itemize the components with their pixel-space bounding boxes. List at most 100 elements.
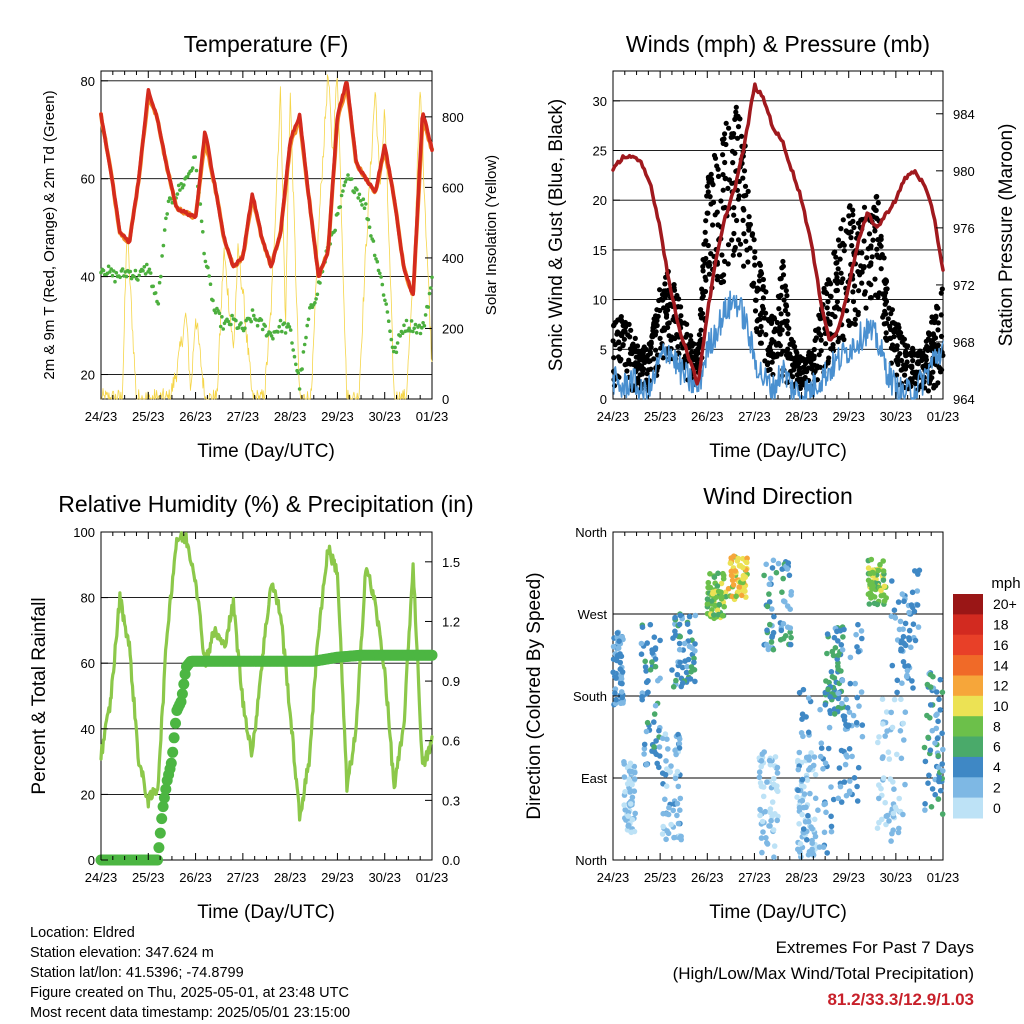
gust-point	[636, 378, 642, 384]
direction-point	[638, 651, 645, 657]
direction-point	[927, 715, 933, 721]
direction-point	[713, 594, 720, 600]
gust-point	[903, 349, 909, 355]
direction-point	[674, 671, 681, 678]
gust-point	[818, 337, 824, 343]
gust-point	[846, 322, 852, 328]
gust-point	[794, 372, 800, 378]
gust-point	[851, 224, 857, 231]
x-tick-label: 27/23	[227, 870, 260, 885]
temp-2m-line	[99, 81, 434, 297]
gust-point	[731, 247, 737, 253]
direction-point	[674, 812, 680, 819]
direction-point	[705, 584, 711, 591]
direction-point	[902, 620, 909, 627]
direction-point	[835, 690, 841, 697]
direction-point	[670, 684, 677, 690]
gust-point	[740, 217, 746, 223]
direction-point	[804, 837, 810, 843]
direction-point	[906, 609, 912, 616]
direction-point	[759, 751, 766, 757]
dewpoint-point	[352, 190, 357, 195]
direction-point	[937, 707, 944, 713]
direction-point	[684, 621, 691, 627]
temperature-xlabel: Time (Day/UTC)	[197, 441, 335, 462]
dewpoint-point	[367, 225, 372, 229]
gust-point	[935, 327, 941, 333]
direction-point	[934, 711, 940, 717]
direction-point	[686, 613, 693, 620]
direction-point	[740, 555, 746, 562]
y-tick-label: 10	[593, 293, 607, 308]
direction-point	[786, 572, 793, 579]
gust-point	[910, 358, 916, 364]
winds-xlabel: Time (Day/UTC)	[709, 441, 847, 462]
direction-point	[662, 731, 669, 737]
gust-point	[883, 311, 889, 317]
direction-point	[627, 760, 634, 767]
gust-point	[785, 331, 791, 337]
gust-point	[845, 318, 852, 324]
gust-point	[877, 241, 883, 247]
direction-point	[679, 680, 686, 686]
x-tick-label: 24/23	[85, 409, 118, 424]
gust-point	[759, 303, 766, 309]
direction-point	[733, 593, 739, 600]
direction-point	[672, 614, 678, 621]
direction-point	[759, 849, 765, 856]
y2-tick-label: 1.5	[442, 555, 460, 570]
direction-point	[737, 562, 744, 569]
direction-point	[665, 811, 672, 818]
direction-point	[835, 795, 842, 802]
direction-point	[656, 764, 662, 771]
gust-point	[897, 335, 903, 341]
y2-tick-label: 0.9	[442, 674, 460, 689]
gust-point	[866, 231, 873, 237]
gust-point	[665, 307, 671, 313]
direction-point	[827, 710, 834, 717]
temperature-ylabel: 2m & 9m T (Red, Orange) & 2m Td (Green)	[41, 90, 58, 379]
dewpoint-point	[260, 327, 265, 332]
gust-point	[618, 332, 624, 338]
gust-point	[648, 341, 654, 347]
direction-point	[820, 844, 827, 850]
gust-point	[741, 207, 747, 213]
gust-point	[848, 235, 854, 241]
speed-legend-swatch	[953, 736, 983, 758]
direction-point	[679, 664, 686, 671]
gust-point	[834, 280, 840, 286]
gust-point	[741, 231, 747, 237]
dewpoint-point	[175, 192, 180, 196]
gust-point	[837, 243, 843, 249]
direction-point	[618, 675, 625, 682]
direction-point	[854, 798, 861, 804]
gust-point	[658, 296, 664, 302]
gust-point	[651, 356, 657, 362]
direction-point	[677, 807, 683, 813]
gust-point	[712, 212, 718, 218]
direction-point	[866, 601, 873, 607]
dewpoint-point	[157, 280, 162, 285]
direction-point	[829, 648, 836, 655]
direction-point	[692, 678, 698, 685]
direction-ylabel: Direction (Colored By Speed)	[524, 572, 545, 819]
gust-point	[742, 183, 749, 189]
direction-point	[932, 740, 938, 746]
direction-point	[686, 643, 693, 650]
direction-point	[906, 637, 913, 643]
gust-point	[769, 359, 775, 365]
dewpoint-point	[339, 193, 344, 198]
dewpoint-point	[198, 202, 203, 206]
gust-point	[872, 228, 878, 234]
direction-point	[771, 843, 778, 849]
direction-point	[821, 829, 828, 836]
dewpoint-point	[375, 259, 380, 264]
gust-point	[684, 321, 690, 327]
direction-point	[675, 731, 681, 738]
gust-point	[671, 285, 677, 291]
gust-point	[871, 204, 877, 210]
direction-point	[838, 747, 845, 754]
gust-point	[875, 200, 881, 206]
direction-point	[735, 589, 741, 595]
direction-point	[758, 835, 765, 841]
